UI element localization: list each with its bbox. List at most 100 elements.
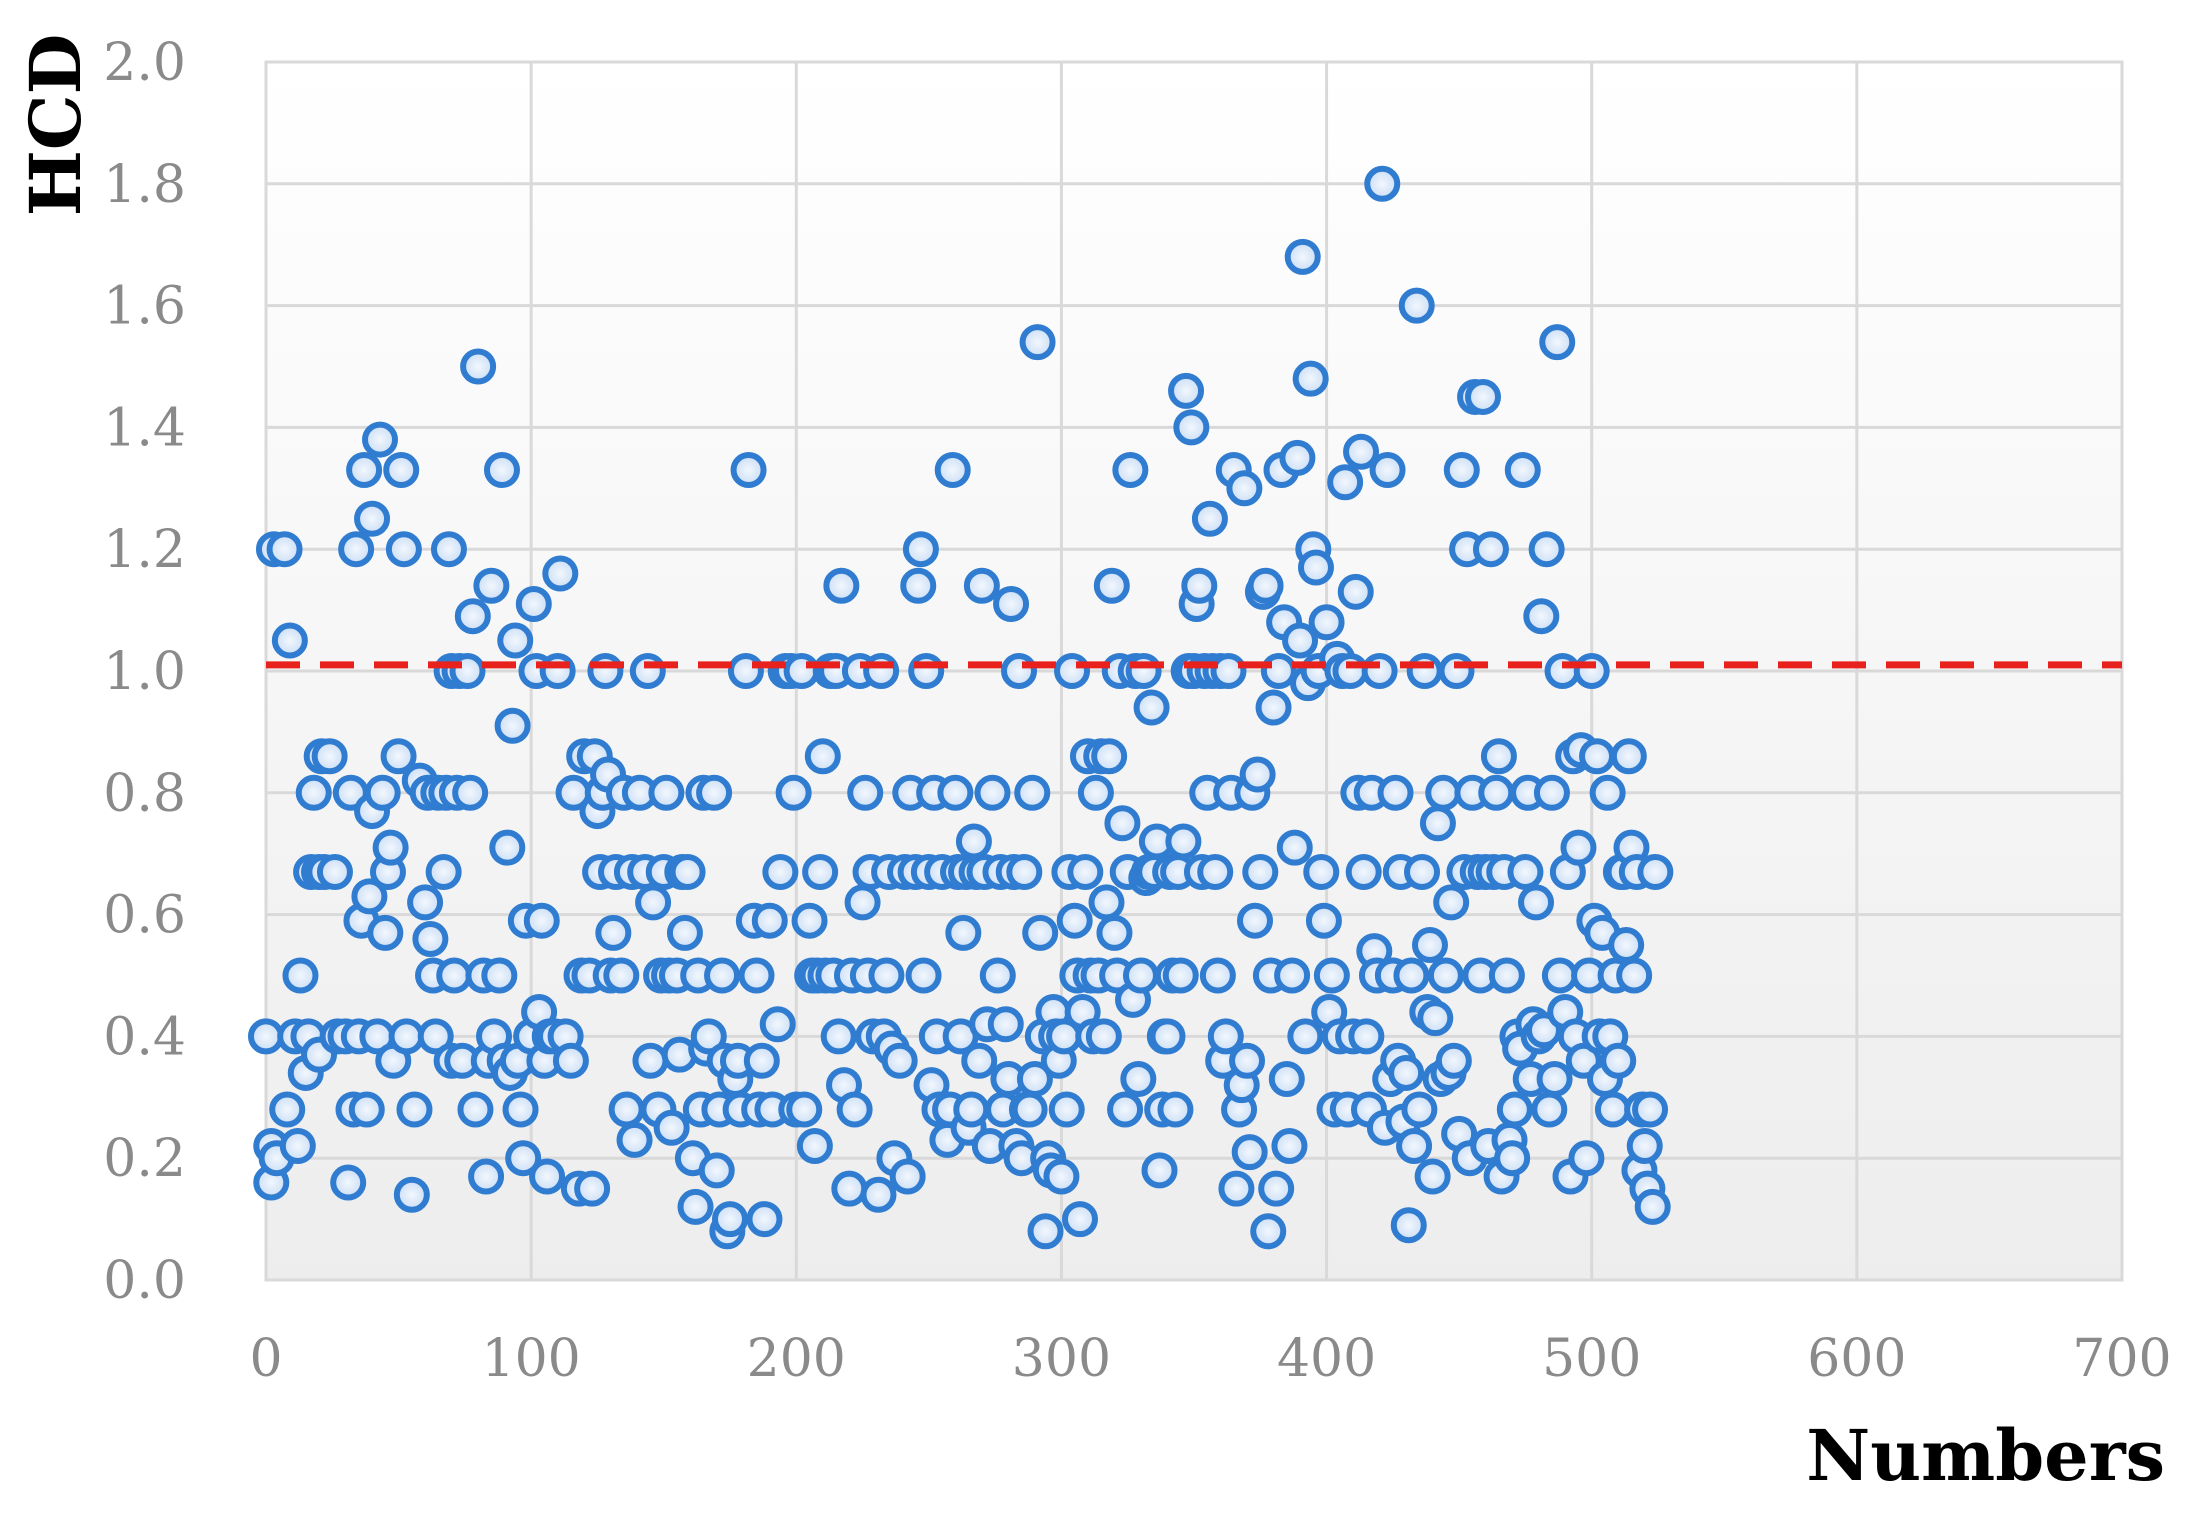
- data-point: [955, 823, 992, 860]
- data-point: [963, 567, 1000, 604]
- data-point: [1236, 902, 1273, 939]
- data-point: [1006, 853, 1043, 890]
- data-point: [762, 853, 799, 890]
- data-point: [1297, 549, 1334, 586]
- data-point: [393, 1176, 430, 1213]
- data-point: [1268, 1061, 1305, 1098]
- data-point: [1107, 1091, 1144, 1128]
- data-point: [836, 1091, 873, 1128]
- data-point: [1054, 653, 1091, 689]
- data-point: [248, 1018, 284, 1055]
- data-point: [412, 920, 449, 957]
- data-point: [863, 653, 900, 689]
- x-tick-label: 600: [1807, 1329, 1906, 1389]
- data-point: [759, 1006, 796, 1043]
- data-point: [1419, 805, 1456, 842]
- data-point: [502, 1091, 539, 1128]
- data-point: [1181, 567, 1218, 604]
- data-point: [1404, 853, 1441, 890]
- data-point: [953, 1091, 990, 1128]
- data-point: [1504, 452, 1541, 489]
- data-point: [608, 1091, 645, 1128]
- data-point: [1539, 324, 1576, 361]
- data-point: [1141, 1152, 1178, 1189]
- x-tick-label: 500: [1542, 1329, 1641, 1389]
- data-point: [1568, 1140, 1605, 1177]
- data-point: [1369, 452, 1406, 489]
- data-point: [791, 902, 828, 939]
- data-point: [1523, 598, 1560, 635]
- data-point: [802, 853, 839, 890]
- data-point: [961, 1042, 998, 1079]
- data-point: [1544, 653, 1581, 689]
- data-point: [905, 957, 942, 994]
- data-point: [1001, 653, 1038, 689]
- data-point: [746, 1201, 783, 1238]
- data-point: [1533, 774, 1570, 811]
- data-point: [603, 957, 640, 994]
- data-point: [775, 774, 812, 811]
- data-point: [1425, 774, 1462, 811]
- data-point: [1435, 1042, 1472, 1079]
- data-point: [1337, 573, 1374, 610]
- data-point: [494, 707, 531, 744]
- data-point: [1287, 1018, 1324, 1055]
- y-tick-label: 1.6: [103, 277, 186, 337]
- data-point: [473, 567, 510, 604]
- data-point: [993, 586, 1030, 623]
- data-point: [908, 653, 945, 689]
- data-point: [1229, 1042, 1266, 1079]
- data-point: [1093, 567, 1130, 604]
- data-point: [1616, 957, 1653, 994]
- data-point: [632, 1042, 669, 1079]
- data-point: [346, 452, 383, 489]
- data-point: [1067, 853, 1104, 890]
- data-point: [1589, 774, 1626, 811]
- data-point: [900, 567, 937, 604]
- data-point: [1199, 957, 1236, 994]
- data-point: [295, 774, 332, 811]
- data-point: [1364, 165, 1401, 202]
- data-point: [696, 774, 733, 811]
- data-point: [1168, 372, 1205, 409]
- data-point: [372, 829, 409, 866]
- data-point: [1088, 884, 1125, 921]
- data-point: [860, 1176, 897, 1213]
- data-point: [1282, 622, 1319, 659]
- data-point: [1443, 452, 1480, 489]
- data-point: [1465, 378, 1502, 415]
- data-point: [1242, 853, 1279, 890]
- data-point: [1560, 829, 1597, 866]
- data-point: [1173, 409, 1210, 446]
- data-point: [383, 452, 420, 489]
- data-point: [751, 902, 788, 939]
- data-point: [1260, 653, 1297, 689]
- data-point: [974, 774, 1011, 811]
- data-point: [1313, 957, 1350, 994]
- data-point: [595, 914, 632, 951]
- data-point: [380, 738, 417, 775]
- data-point: [1417, 1000, 1454, 1037]
- data-point: [902, 531, 939, 568]
- data-point: [889, 1158, 926, 1195]
- data-point: [364, 774, 401, 811]
- data-point: [1536, 1061, 1573, 1098]
- data-point: [653, 1109, 690, 1146]
- data-point: [727, 653, 764, 689]
- data-point: [430, 531, 467, 568]
- grid-lines: [264, 60, 2124, 1282]
- data-point: [1274, 957, 1311, 994]
- data-point: [823, 567, 860, 604]
- data-point: [1427, 957, 1464, 994]
- data-point: [786, 1091, 823, 1128]
- data-point: [351, 878, 388, 915]
- x-tick-label: 0: [249, 1329, 282, 1389]
- data-point: [1210, 653, 1247, 689]
- data-point: [704, 957, 741, 994]
- data-point: [1396, 1128, 1433, 1165]
- data-point: [1478, 774, 1515, 811]
- data-point: [1488, 957, 1525, 994]
- data-point: [1398, 287, 1435, 324]
- data-point: [1438, 653, 1475, 689]
- data-point: [1104, 805, 1141, 842]
